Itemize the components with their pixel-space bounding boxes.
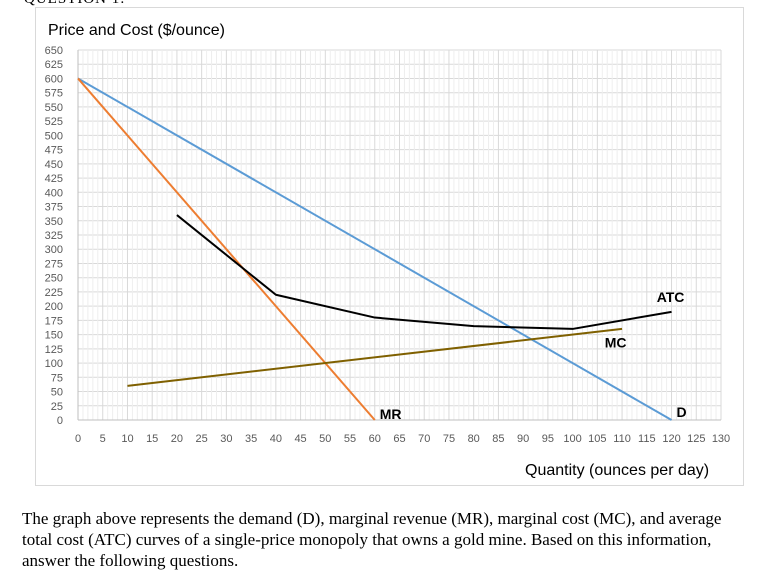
x-axis-title: Quantity (ounces per day) [525, 462, 709, 479]
chart-frame: 0 5 10 15 20 25 30 35 40 45 50 55 60 65 70 75 80 85 90 95 10… [35, 7, 744, 486]
y-tick-label: 125 [45, 344, 63, 356]
x-tick-label: 110 [613, 433, 631, 445]
y-tick-label: 600 [45, 73, 63, 85]
y-tick-label: 575 [45, 88, 63, 100]
x-tick-label: 40 [270, 433, 282, 445]
x-tick-label: 35 [245, 433, 257, 445]
x-tick-label: 70 [418, 433, 430, 445]
y-tick-label: 425 [45, 173, 63, 185]
x-tick-label: 80 [468, 433, 480, 445]
x-tick-label: 10 [121, 433, 133, 445]
y-tick-label: 500 [45, 130, 63, 142]
chart-caption: The graph above represents the demand (D… [22, 509, 722, 570]
x-tick-label: 50 [319, 433, 331, 445]
y-axis-title: Price and Cost ($/ounce) [48, 22, 225, 39]
price-cost-chart: 0 5 10 15 20 25 30 35 40 45 50 55 60 65 70 75 80 85 90 95 10… [45, 22, 731, 479]
series-layer [77, 77, 673, 421]
curve-label-mr: MR [380, 406, 402, 422]
x-tick-label: 90 [517, 433, 529, 445]
x-tick-label: 15 [146, 433, 158, 445]
y-tick-label: 325 [45, 230, 63, 242]
x-tick-label: 130 [712, 433, 730, 445]
x-tick-label: 0 [75, 433, 81, 445]
y-tick-label: 450 [45, 159, 63, 171]
y-tick-label: 275 [45, 258, 63, 270]
axis-layer: 0 5 10 15 20 25 30 35 40 45 50 55 60 65 70 75 80 85 90 95 10… [45, 45, 731, 445]
x-tick-label: 65 [393, 433, 405, 445]
y-tick-label: 100 [45, 358, 63, 370]
x-tick-label: 30 [220, 433, 232, 445]
x-tick-label: 100 [563, 433, 581, 445]
series-mc-line [127, 327, 623, 387]
x-tick-label: 25 [196, 433, 208, 445]
series-d-line [77, 77, 673, 421]
y-tick-label: 250 [45, 273, 63, 285]
y-tick-label: 475 [45, 145, 63, 157]
y-tick-label: 0 [57, 415, 63, 427]
y-tick-label: 550 [45, 102, 63, 114]
series-atc-line [176, 214, 672, 330]
y-tick-label: 175 [45, 315, 63, 327]
curve-label-mc: MC [605, 335, 627, 351]
y-tick-label: 50 [51, 387, 63, 399]
curve-label-layer: MR MC ATC D [380, 289, 687, 422]
x-tick-label: 120 [662, 433, 680, 445]
x-tick-label: 85 [492, 433, 504, 445]
y-tick-label: 350 [45, 216, 63, 228]
x-tick-label: 5 [100, 433, 106, 445]
x-tick-label: 115 [638, 433, 656, 445]
x-tick-label: 60 [369, 433, 381, 445]
y-tick-label: 150 [45, 330, 63, 342]
x-tick-label: 95 [542, 433, 554, 445]
y-tick-label: 625 [45, 59, 63, 71]
x-tick-label: 55 [344, 433, 356, 445]
curve-label-atc: ATC [657, 289, 685, 305]
y-tick-label: 300 [45, 244, 63, 256]
y-tick-label: 25 [51, 401, 63, 413]
x-tick-label: 105 [588, 433, 606, 445]
curve-label-d: D [676, 404, 686, 420]
x-tick-label: 75 [443, 433, 455, 445]
x-tick-label: 20 [171, 433, 183, 445]
y-tick-label: 200 [45, 301, 63, 313]
question-heading-fragment: QUESTION 1: [24, 0, 125, 8]
x-tick-label: 45 [294, 433, 306, 445]
y-tick-label: 375 [45, 202, 63, 214]
x-tick-label: 125 [687, 433, 705, 445]
y-tick-label: 400 [45, 187, 63, 199]
y-tick-label: 225 [45, 287, 63, 299]
y-tick-label: 75 [51, 372, 63, 384]
y-tick-label: 650 [45, 45, 63, 57]
grid-layer [77, 49, 722, 421]
y-tick-label: 525 [45, 116, 63, 128]
